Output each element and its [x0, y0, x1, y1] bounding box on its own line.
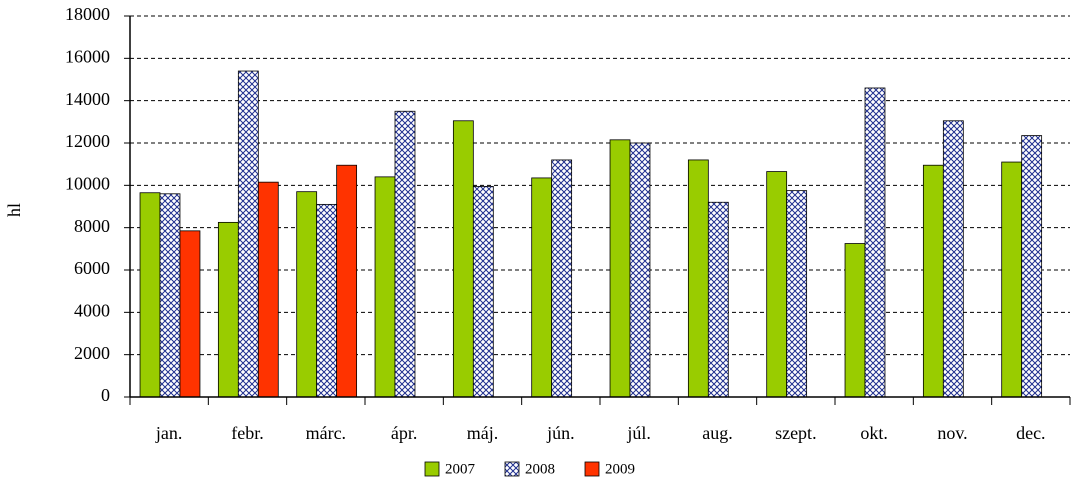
- bar: [707, 201, 729, 398]
- bar: [452, 120, 474, 398]
- bar: [472, 185, 494, 398]
- bar: [531, 177, 553, 398]
- bar: [786, 190, 808, 398]
- y-tick-label: 0: [101, 385, 110, 405]
- bar: [159, 193, 181, 398]
- legend-label: 2007: [445, 461, 476, 477]
- bar: [217, 221, 239, 398]
- bar: [766, 171, 788, 398]
- bar: [179, 230, 201, 398]
- bar: [551, 159, 573, 398]
- bar: [296, 191, 318, 398]
- y-tick-label: 12000: [65, 131, 110, 151]
- bar: [609, 139, 631, 398]
- x-tick-label: jún.: [546, 423, 575, 443]
- x-tick-label: szept.: [775, 423, 816, 443]
- x-tick-label: nov.: [937, 423, 967, 443]
- bar: [687, 159, 709, 398]
- bar: [394, 110, 416, 398]
- bar: [374, 176, 396, 398]
- bar: [942, 120, 964, 398]
- y-tick-label: 4000: [74, 300, 110, 320]
- x-tick-label: jan.: [155, 423, 183, 443]
- bar: [864, 87, 886, 398]
- y-tick-label: 14000: [65, 89, 110, 109]
- legend-swatch: [584, 461, 600, 477]
- x-tick-label: júl.: [626, 423, 651, 443]
- legend-swatch: [504, 461, 520, 477]
- x-tick-label: márc.: [306, 423, 346, 443]
- legend-label: 2008: [525, 461, 555, 477]
- bar: [336, 164, 358, 398]
- y-tick-label: 18000: [65, 4, 110, 24]
- bar: [237, 70, 259, 398]
- y-tick-label: 10000: [65, 173, 110, 193]
- y-axis-label: hl: [4, 203, 24, 217]
- bar: [139, 192, 161, 398]
- bar: [316, 203, 338, 398]
- bar: [1021, 135, 1043, 398]
- bar: [257, 181, 279, 398]
- y-tick-label: 6000: [74, 258, 110, 278]
- y-tick-label: 8000: [74, 216, 110, 236]
- legend-swatch: [424, 461, 440, 477]
- x-tick-label: aug.: [702, 423, 733, 443]
- x-tick-label: ápr.: [391, 423, 418, 443]
- bar: [1001, 161, 1023, 398]
- bar: [844, 243, 866, 398]
- x-tick-label: okt.: [860, 423, 888, 443]
- bar: [922, 164, 944, 398]
- x-tick-label: febr.: [231, 423, 263, 443]
- x-tick-label: máj.: [467, 423, 499, 443]
- legend-label: 2009: [605, 461, 635, 477]
- bar: [629, 142, 651, 398]
- y-tick-label: 16000: [65, 46, 110, 66]
- y-tick-label: 2000: [74, 343, 110, 363]
- x-tick-label: dec.: [1016, 423, 1045, 443]
